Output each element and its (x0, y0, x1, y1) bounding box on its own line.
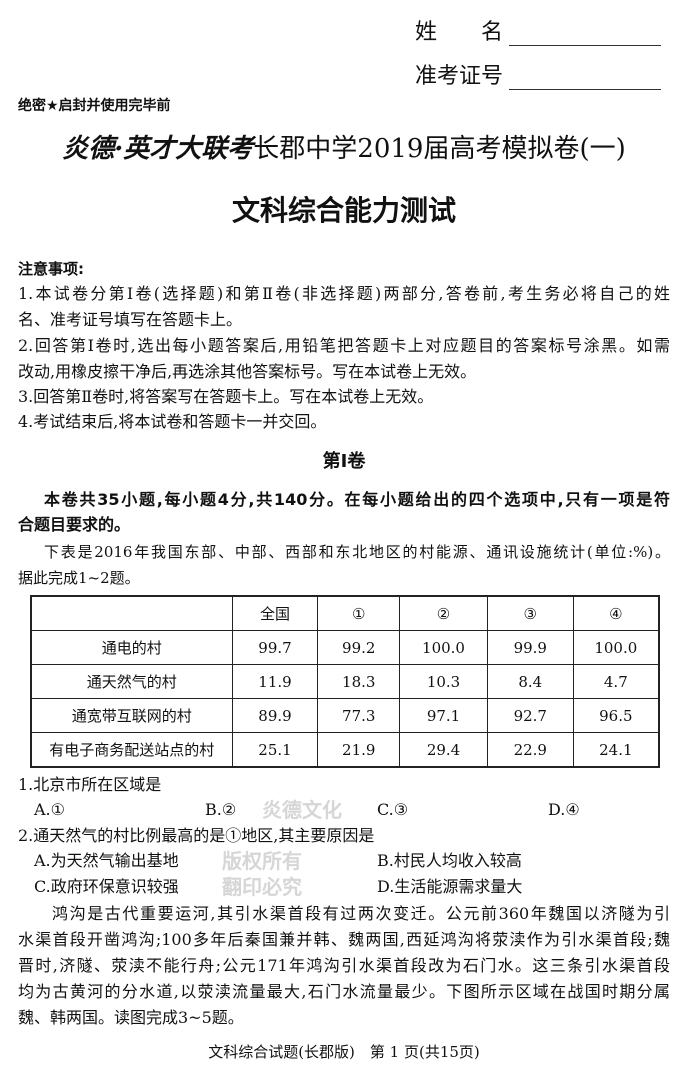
cell: 22.9 (486, 732, 574, 768)
cell: 18.3 (317, 664, 401, 699)
name-field: 姓 名 (415, 14, 662, 46)
id-label: 准考证号 (415, 64, 504, 89)
header-cell: 全国 (231, 595, 319, 631)
cell: 24.1 (572, 732, 660, 768)
cell: 29.4 (399, 732, 488, 768)
note-line: 3.回答第Ⅱ卷时,将答案写在答题卡上。写在本试卷上无效。 (18, 387, 434, 406)
header-cell: ④ (572, 595, 660, 631)
table-row: 通天然气的村 11.9 18.3 10.3 8.4 4.7 (29, 664, 660, 699)
table-row: 通电的村 99.7 99.2 100.0 99.9 100.0 (29, 630, 660, 665)
cell: 8.4 (486, 664, 574, 699)
option-c: C.③ (377, 800, 409, 819)
id-blank (509, 63, 662, 90)
row-label: 通宽带互联网的村 (29, 698, 233, 733)
header-cell: ① (317, 595, 401, 631)
passage-line: 魏、韩两国。读图完成3~5题。 (18, 1008, 244, 1027)
table-header-row: 全国 ① ② ③ ④ (29, 595, 660, 631)
statistics-table: 全国 ① ② ③ ④ 通电的村 99.7 99.2 100.0 99.9 100.0 通天然气的村… (29, 595, 660, 768)
note-line: 1.本试卷分第Ⅰ卷(选择题)和第Ⅱ卷(非选择题)两部分,答卷前,考生务必将自己的… (18, 284, 670, 303)
cell: 11.9 (231, 664, 319, 699)
row-label: 通天然气的村 (29, 664, 233, 699)
section-intro: 本卷共35小题,每小题4分,共140分。在每小题给出的四个选项中,只有一项是符 (44, 490, 670, 509)
cell: 77.3 (317, 698, 401, 733)
section-title: 第Ⅰ卷 (322, 451, 366, 472)
passage-line: 鸿沟是古代重要运河,其引水渠首段有过两次变迁。公元前360年魏国以济隧为引 (52, 904, 670, 923)
option-a: A.为天然气输出基地 (34, 851, 179, 870)
passage-line: 水渠首段开凿鸿沟;100多年后秦国兼并韩、魏两国,西延鸿沟将荥渎作为引水渠首段;… (18, 930, 670, 949)
watermark-line: 炎德文化 (262, 798, 342, 822)
note-line: 4.考试结束后,将本试卷和答题卡一并交回。 (18, 412, 327, 431)
secret-notice: 绝密★启封并使用完毕前 (18, 98, 171, 114)
brand-title: 炎德·英才大联考 (62, 134, 254, 164)
cell: 10.3 (399, 664, 488, 699)
option-d: D.④ (548, 800, 580, 819)
cell: 21.9 (317, 732, 401, 768)
cell: 92.7 (486, 698, 574, 733)
id-field: 准考证号 (415, 58, 662, 90)
header-cell: ② (399, 595, 488, 631)
watermark-line: 版权所有 (222, 849, 302, 873)
subject-title: 文科综合能力测试 (231, 194, 456, 227)
cell: 4.7 (572, 664, 660, 699)
question-stem: 1.北京市所在区域是 (18, 775, 162, 794)
cell: 100.0 (399, 630, 488, 665)
note-line: 改动,用橡皮擦干净后,再选涂其他答案标号。写在本试卷上无效。 (18, 362, 477, 381)
option-a: A.① (34, 800, 65, 819)
note-line: 名、准考证号填写在答题卡上。 (18, 310, 243, 329)
page-footer: 文科综合试题(长郡版) 第 1 页(共15页) (208, 1043, 480, 1061)
section-intro: 合题目要求的。 (18, 515, 131, 534)
table-lead: 下表是2016年我国东部、中部、西部和东北地区的村能源、通讯设施统计(单位:%)… (44, 543, 670, 561)
table-lead: 据此完成1~2题。 (18, 569, 140, 587)
cell: 25.1 (231, 732, 319, 768)
name-blank (509, 19, 662, 46)
cell: 99.7 (231, 630, 319, 665)
row-label: 有电子商务配送站点的村 (29, 732, 233, 768)
cell: 89.9 (231, 698, 319, 733)
cell: 100.0 (572, 630, 660, 665)
question-stem: 2.通天然气的村比例最高的是①地区,其主要原因是 (18, 826, 375, 845)
exam-title: 炎德·英才大联考长郡中学2019届高考模拟卷(一) (18, 134, 670, 164)
option-b: B.② (205, 800, 237, 819)
cell: 99.2 (317, 630, 401, 665)
option-b: B.村民人均收入较高 (377, 851, 522, 870)
notes-heading: 注意事项: (18, 260, 84, 278)
watermark-line: 翻印必究 (222, 875, 302, 899)
table-row: 通宽带互联网的村 89.9 77.3 97.1 92.7 96.5 (29, 698, 660, 733)
name-label: 姓 名 (415, 20, 504, 45)
header-cell: ③ (486, 595, 574, 631)
cell: 96.5 (572, 698, 660, 733)
header-cell (29, 595, 233, 631)
cell: 99.9 (486, 630, 574, 665)
row-label: 通电的村 (29, 630, 233, 665)
note-line: 2.回答第Ⅰ卷时,选出每小题答案后,用铅笔把答题卡上对应题目的答案标号涂黑。如需 (18, 336, 670, 355)
title-rest: 长郡中学2019届高考模拟卷(一) (253, 134, 626, 164)
option-c: C.政府环保意识较强 (34, 877, 179, 896)
cell: 97.1 (399, 698, 488, 733)
table-row: 有电子商务配送站点的村 25.1 21.9 29.4 22.9 24.1 (29, 732, 660, 768)
passage-line: 均为古黄河的分水道,以荥渎流量最大,石门水流量最少。下图所示区域在战国时期分属 (18, 982, 670, 1001)
passage-line: 晋时,济隧、荥渎不能行舟;公元171年鸿沟引水渠首段改为石门水。这三条引水渠首段 (18, 956, 670, 975)
option-d: D.生活能源需求量大 (377, 877, 523, 896)
